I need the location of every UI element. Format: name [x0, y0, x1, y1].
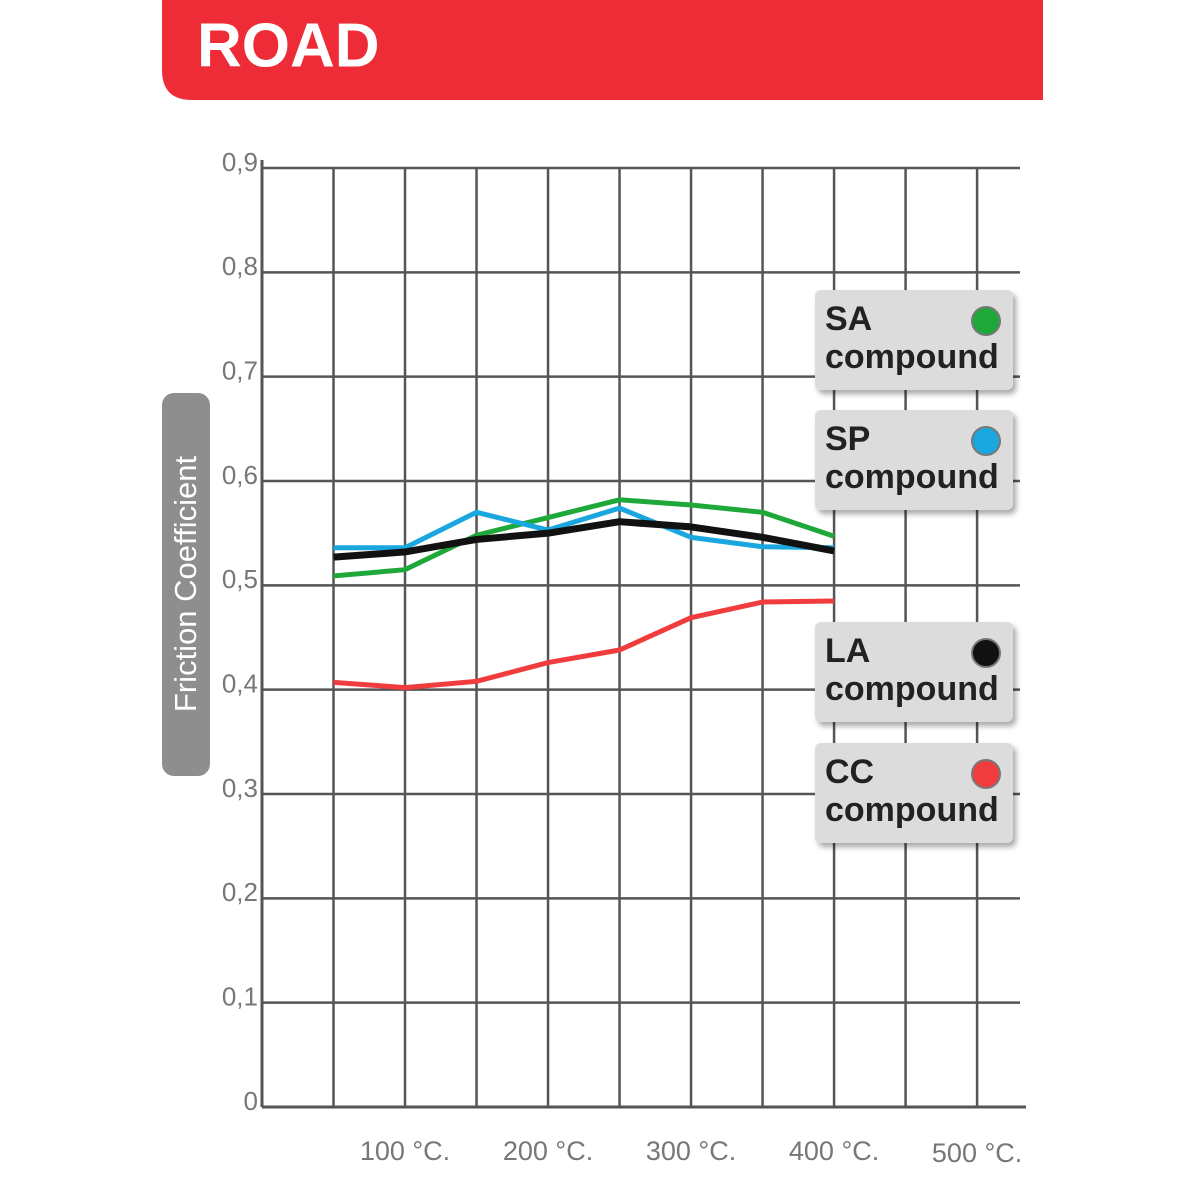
y-tick-label: 0,2	[222, 877, 258, 907]
x-tick-label: 400 °C.	[789, 1136, 879, 1166]
legend-label: LA compound	[825, 632, 999, 708]
series-line	[333, 505, 835, 551]
y-tick-label: 0,9	[222, 147, 258, 177]
x-tick-label: 500 °C.	[932, 1138, 1022, 1168]
x-tick-label: 100 °C.	[360, 1136, 450, 1166]
y-tick-label: 0,6	[222, 460, 258, 490]
legend-label: SA compound	[825, 300, 999, 376]
series-line	[333, 518, 835, 561]
legend-entry: SA compound	[815, 290, 1013, 390]
y-label-box	[162, 393, 210, 776]
y-axis-label: Friction Coefficient	[168, 456, 203, 713]
y-tick-label: 0,5	[222, 564, 258, 594]
legend-swatch	[971, 759, 1001, 789]
y-tick-label: 0	[244, 1086, 258, 1116]
chart-title: ROAD	[197, 11, 380, 80]
legend-swatch	[971, 426, 1001, 456]
legend-label: CC compound	[825, 753, 999, 829]
legend-swatch	[971, 306, 1001, 336]
series-line	[333, 598, 835, 691]
y-tick-label: 0,8	[222, 251, 258, 281]
legend-swatch	[971, 638, 1001, 668]
legend-entry: CC compound	[815, 743, 1013, 843]
x-tick-label: 200 °C.	[503, 1136, 593, 1166]
legend-entry: LA compound	[815, 622, 1013, 722]
series-line	[333, 497, 835, 579]
y-tick-label: 0,7	[222, 356, 258, 386]
x-tick-label: 300 °C.	[646, 1136, 736, 1166]
title-banner	[162, 0, 1043, 100]
legend-entry: SP compound	[815, 410, 1013, 510]
legend-label: SP compound	[825, 420, 999, 496]
y-tick-label: 0,1	[222, 982, 258, 1012]
y-tick-label: 0,4	[222, 669, 258, 699]
y-tick-label: 0,3	[222, 773, 258, 803]
